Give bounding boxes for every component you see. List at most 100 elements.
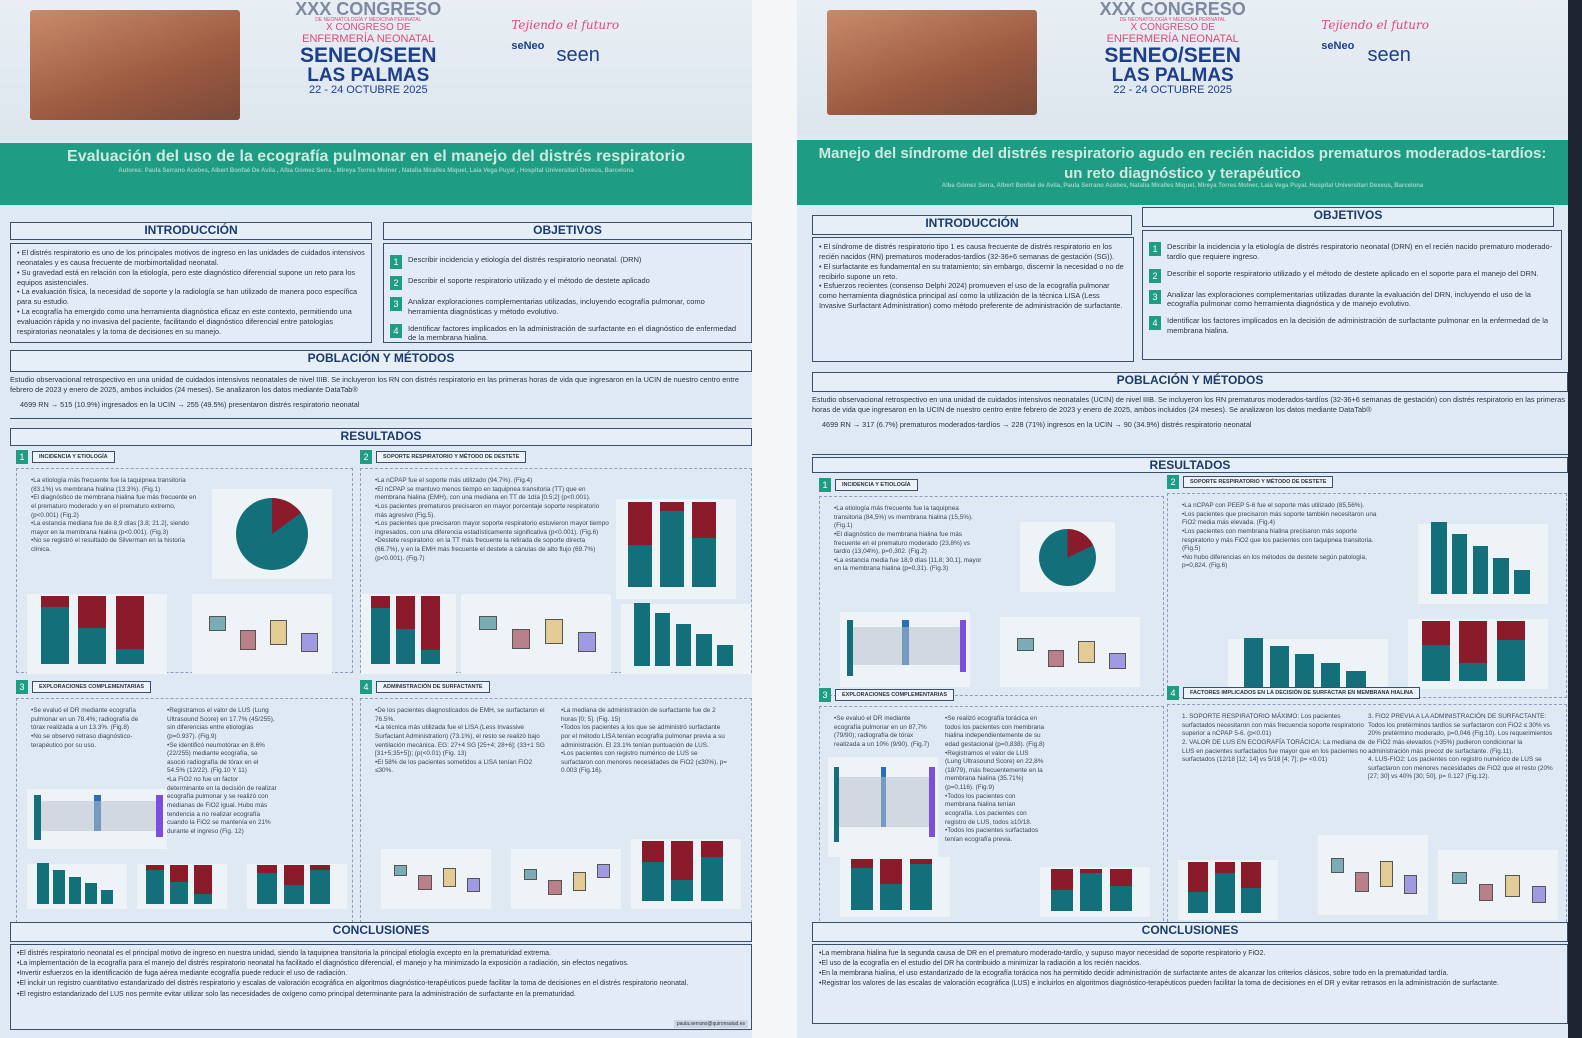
bar: [1295, 654, 1315, 688]
poster-2: XXX CONGRESO DE NEONATOLOGÍA Y MEDICINA P…: [797, 0, 1568, 1038]
sankey-node: [959, 619, 967, 672]
objective-number: 4: [1149, 316, 1161, 330]
conclusion-item: •La implementación de la ecografía para …: [17, 960, 629, 968]
box-plot: [1452, 871, 1467, 885]
section-label: Exploraciones complementarias: [835, 689, 955, 701]
bar: [53, 869, 65, 904]
bar: [283, 865, 304, 904]
objective-text: Describir el soporte respiratorio utiliz…: [408, 276, 650, 285]
sankey-node: [929, 767, 935, 837]
figure-chart: [840, 612, 970, 687]
objective-item: 1 Describir la incidencia y la etiología …: [1149, 242, 1555, 262]
result-bullet: •No se registró el resultado de Silverma…: [31, 537, 185, 554]
congress-subtitle: DE NEONATOLOGÍA Y MEDICINA PERINATAL: [315, 17, 422, 23]
methods-text: Estudio observacional retrospectivo en u…: [812, 395, 1568, 455]
bar: [1422, 621, 1450, 681]
result-bullet: •La nCPAP fue el soporte más utilizado (…: [375, 477, 533, 484]
box-plot: [524, 869, 538, 881]
bar-segment: [1188, 861, 1208, 893]
figure-chart: [137, 864, 227, 909]
sankey-flow: [41, 801, 156, 831]
box-plot: [1047, 649, 1065, 668]
figure-chart: [212, 489, 332, 579]
section-label: Incidencia y etiología: [835, 479, 918, 491]
box-plot: [1109, 652, 1126, 670]
figure-chart: [1438, 850, 1558, 920]
bar: [41, 596, 69, 665]
section-label: Factores implicados en la decisión de su…: [1183, 687, 1421, 699]
objective-number: 1: [390, 255, 402, 269]
objective-text: Analizar las exploraciones complementari…: [1167, 289, 1531, 309]
box-plot: [1078, 640, 1096, 664]
result-bullet: •Registramos el valor de LUS (Lung Ultra…: [167, 707, 275, 740]
figure-chart: [828, 757, 938, 857]
congress-logo: XXX CONGRESO DE NEONATOLOGÍA Y MEDICINA P…: [293, 0, 443, 97]
bar: [421, 596, 441, 665]
results-section-2: •La nCPAP con PEEP 5-6 fue el soporte má…: [1167, 493, 1567, 698]
bar-segment: [1109, 868, 1132, 887]
bar: [257, 865, 277, 904]
box-plot: [239, 630, 257, 650]
tagline: Tejiendo el futuro: [1321, 18, 1429, 32]
bar: [642, 841, 664, 901]
tagline: Tejiendo el futuro: [511, 18, 620, 32]
poster-header: XXX CONGRESO DE NEONATOLOGÍA Y MEDICINA P…: [0, 0, 752, 140]
bar: [370, 596, 390, 665]
intro-bullet: • La evaluación física, la necesidad de …: [17, 287, 358, 307]
bar-segment: [642, 841, 664, 862]
section-text-2: •Registramos el valor de LUS (Lung Ultra…: [167, 707, 277, 837]
figure-chart: [381, 849, 491, 909]
section-text: •La etiología más frecuente fue la taqui…: [31, 477, 201, 555]
objective-number: 1: [1149, 242, 1161, 256]
result-bullet: •La etiología más frecuente fue la taqui…: [834, 505, 973, 530]
section-number: 3: [16, 680, 28, 694]
seneo-logo: seNeo: [1321, 40, 1355, 52]
result-bullet: •Se identificó neumotórax en 8.6% (22/25…: [167, 741, 265, 775]
figure-chart: [621, 602, 751, 674]
bar-segment: [41, 596, 69, 607]
result-bullet: 1. SOPORTE RESPIRATORIO MÁXIMO: Los paci…: [1182, 713, 1364, 738]
result-bullet: •La nCPAP con PEEP 5-6 fue el soporte má…: [1182, 502, 1365, 509]
objectives-heading: OBJETIVOS: [383, 222, 752, 240]
bar: [37, 863, 49, 904]
results-heading: RESULTADOS: [10, 428, 752, 446]
sankey-flow: [839, 777, 930, 827]
conclusions-heading: CONCLUSIONES: [10, 922, 752, 942]
box-plot: [1379, 861, 1393, 887]
congress-brand: SENEO/SEEN: [1104, 44, 1241, 68]
bar-segment: [628, 502, 652, 545]
bar: [1080, 868, 1103, 911]
congress-nursing-2: ENFERMERÍA NEONATAL: [302, 32, 435, 45]
bar-segment: [1080, 868, 1103, 874]
conclusions-box: •La membrana hialina fue la segunda caus…: [812, 944, 1568, 1024]
figure-chart: [840, 857, 950, 917]
objective-number: 3: [1149, 289, 1161, 304]
result-bullet: •El 58% de los pacientes sometidos a LIS…: [375, 758, 533, 775]
bar: [1346, 670, 1366, 688]
figure-chart: [27, 594, 167, 674]
conclusion-item: •El uso de la ecografía en el estudio de…: [819, 960, 1142, 968]
title-band: Manejo del síndrome del distrés respirat…: [797, 140, 1568, 205]
objective-text: Identificar factores implicados en la ad…: [408, 323, 737, 343]
sankey-flow: [853, 627, 960, 665]
bar: [310, 865, 331, 904]
box-plot: [1478, 883, 1494, 902]
results-section-3: •Se evaluó el DR mediante ecografía pulm…: [819, 706, 1164, 931]
bar-segment: [146, 865, 164, 871]
section-label: Administración de surfactante: [376, 681, 490, 693]
objective-item: 3 Analizar las exploraciones complementar…: [1149, 289, 1555, 310]
result-bullet: •El diagnóstico de membrana hialina fue …: [834, 530, 971, 556]
result-bullet: •Los pacientes que precisaron mayor sopo…: [375, 520, 609, 536]
box-plot: [270, 619, 288, 646]
bar: [1472, 546, 1489, 595]
pie-chart: [1039, 529, 1096, 586]
section-label: Soporte respiratorio y método de destete: [376, 451, 527, 463]
box-plot: [545, 618, 563, 645]
congress-venue-photo: [827, 10, 1037, 115]
objective-text: Describir incidencia y etiología del dis…: [408, 255, 642, 264]
result-bullet: •La técnica más utilizada fue el LISA (L…: [375, 724, 545, 758]
intro-box: • El distrés respiratorio es uno de los …: [10, 243, 372, 343]
section-label: Soporte respiratorio y método de destete: [1183, 476, 1334, 488]
bar: [1320, 662, 1340, 688]
bar: [395, 596, 415, 665]
